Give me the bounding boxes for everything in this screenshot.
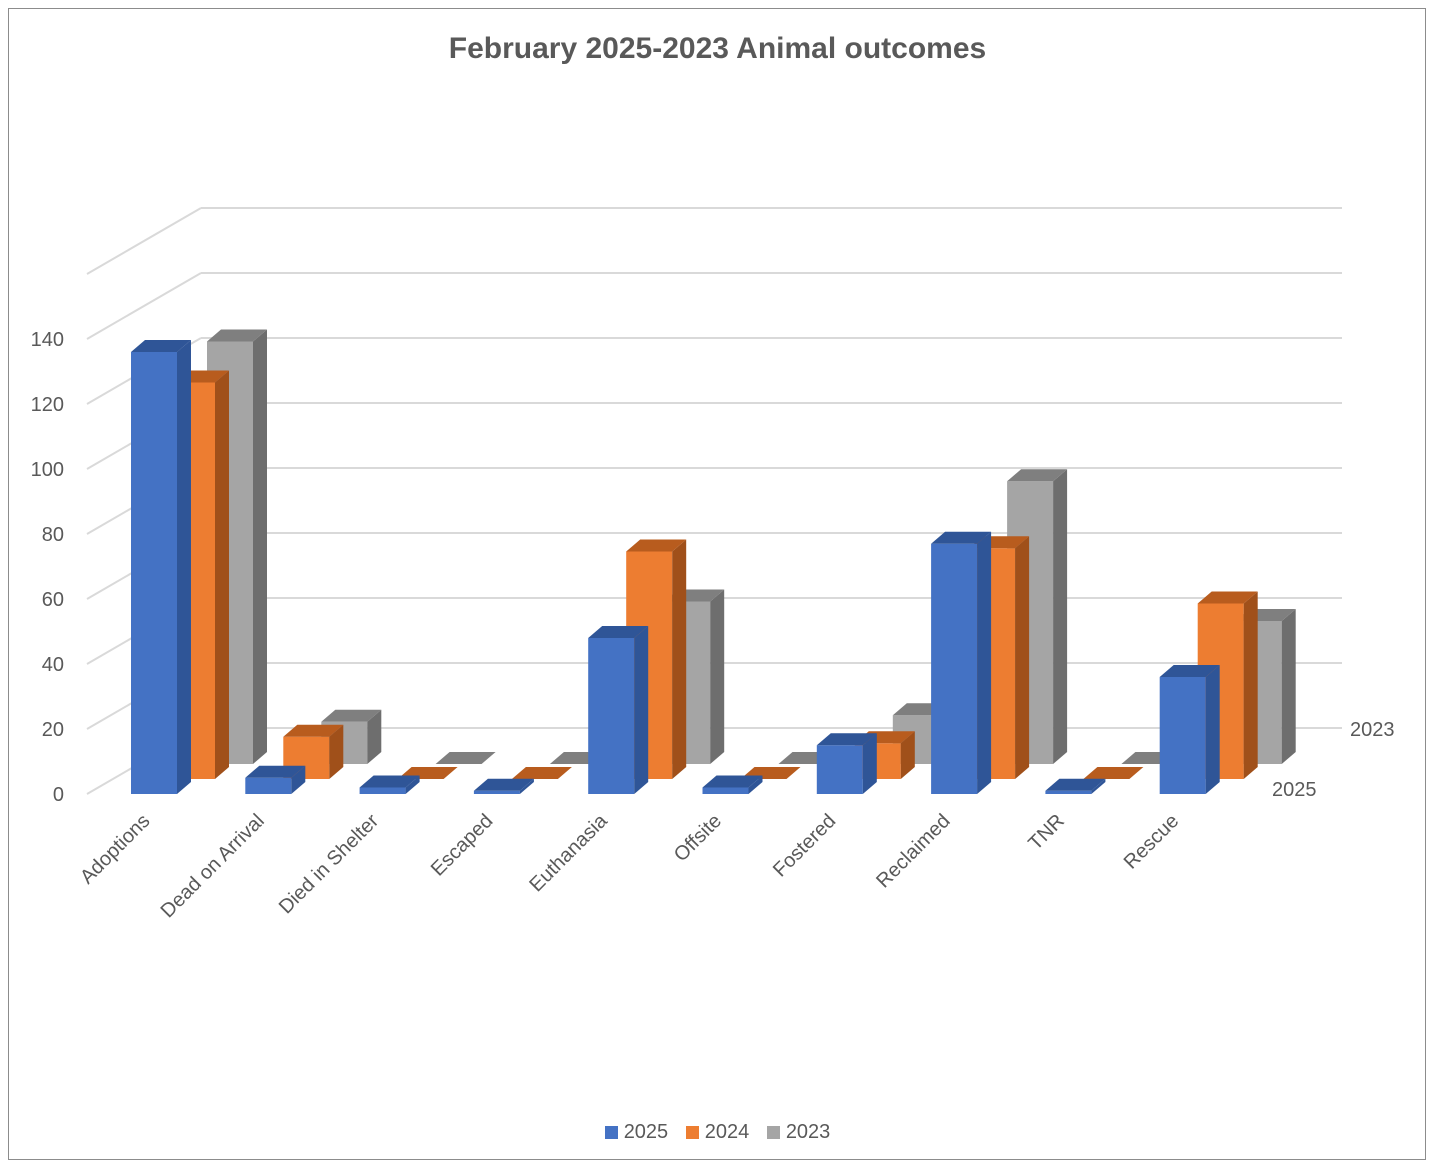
x-tick-label: Reclaimed — [872, 810, 954, 892]
gridline-side — [86, 207, 202, 275]
bar-2025-dead-on-arrival — [245, 765, 306, 794]
y-tick-label: 40 — [42, 654, 64, 676]
bar-2025-fostered — [816, 733, 877, 794]
bar-2025-euthanasia — [588, 626, 649, 794]
y-axis-labels: 0 20 40 60 80 100 120 140 — [31, 329, 64, 806]
legend-label-2023: 2023 — [785, 1121, 831, 1143]
depth-label: 2023 — [1350, 719, 1395, 741]
bar-2025-rescue — [1159, 665, 1220, 794]
depth-label: 2025 — [1272, 779, 1317, 801]
bar-2023-died-in-shelter — [435, 752, 496, 764]
x-tick-label: Dead on Arrival — [157, 810, 269, 922]
chart-title: February 2025-2023 Animal outcomes — [448, 32, 987, 65]
legend-label-2025: 2025 — [623, 1121, 669, 1143]
bar-2025-tnr — [1045, 778, 1106, 794]
bar-2025-reclaimed — [931, 531, 992, 794]
y-tick-label: 60 — [42, 589, 64, 611]
bars — [131, 329, 1296, 794]
y-tick-label: 140 — [31, 329, 64, 351]
y-tick-label: 100 — [31, 459, 64, 481]
legend-swatch-2024 — [685, 1126, 699, 1139]
legend-item-2023: 2023 — [766, 1121, 831, 1144]
y-tick-label: 120 — [31, 394, 64, 416]
y-tick-label: 0 — [53, 784, 64, 806]
x-tick-label: Fostered — [769, 810, 840, 881]
gridline-side — [86, 272, 202, 340]
x-tick-label: Euthanasia — [525, 809, 612, 896]
legend-label-2024: 2024 — [704, 1121, 750, 1143]
bar-2024-dead-on-arrival — [283, 724, 344, 779]
x-tick-label: Adoptions — [76, 810, 154, 888]
bar-2025-adoptions — [131, 340, 191, 794]
legend-swatch-2023 — [766, 1126, 780, 1139]
bar-2025-escaped — [473, 778, 534, 794]
y-tick-label: 20 — [42, 719, 64, 741]
legend-swatch-2025 — [604, 1126, 618, 1139]
x-tick-label: Offsite — [670, 810, 726, 866]
x-tick-label: Died in Shelter — [275, 810, 384, 919]
bar-2025-died-in-shelter — [359, 775, 420, 794]
x-tick-label: Escaped — [427, 810, 498, 881]
x-tick-label: TNR — [1024, 810, 1069, 855]
x-axis-labels: Adoptions Dead on Arrival Died in Shelter E… — [76, 809, 1183, 922]
legend-item-2024: 2024 — [685, 1121, 750, 1144]
bar-2024-tnr — [1083, 767, 1144, 779]
x-tick-label: Rescue — [1120, 810, 1184, 874]
y-tick-label: 80 — [42, 524, 64, 546]
chart-legend: 2025 2024 2023 — [0, 1121, 1435, 1145]
depth-axis-labels: 2023 2025 — [1272, 719, 1395, 801]
bar-2025-offsite — [702, 775, 763, 794]
legend-item-2025: 2025 — [604, 1121, 669, 1144]
bar-2023-rescue — [1235, 609, 1296, 764]
bar-2024-escaped — [511, 767, 572, 779]
